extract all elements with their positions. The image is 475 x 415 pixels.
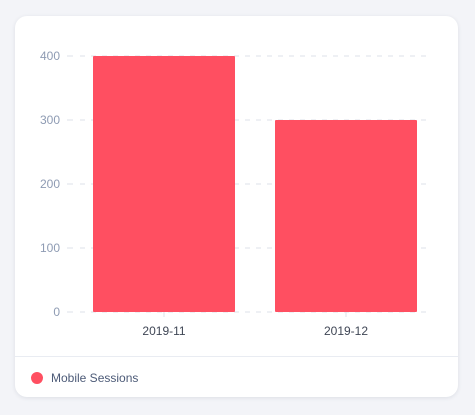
bar-chart: 0 100 200 300 400 2019-11 2019-12 [40,49,432,338]
legend-label-mobile-sessions[interactable]: Mobile Sessions [51,371,139,385]
bar-2019-12[interactable] [275,120,417,312]
y-tick-label: 300 [40,113,60,127]
chart-card: 0 100 200 300 400 2019-11 2019-12 Mobile Sessi… [15,16,458,397]
y-tick-label: 100 [40,241,60,255]
legend: Mobile Sessions [31,368,138,388]
legend-swatch-mobile-sessions[interactable] [31,372,43,384]
legend-divider [15,356,458,357]
x-tick-label: 2019-11 [142,324,185,338]
x-tick-label: 2019-12 [324,324,368,338]
y-tick-label: 400 [40,49,60,63]
bar-2019-11[interactable] [93,56,235,312]
y-tick-label: 0 [53,305,60,319]
y-tick-label: 200 [40,177,60,191]
